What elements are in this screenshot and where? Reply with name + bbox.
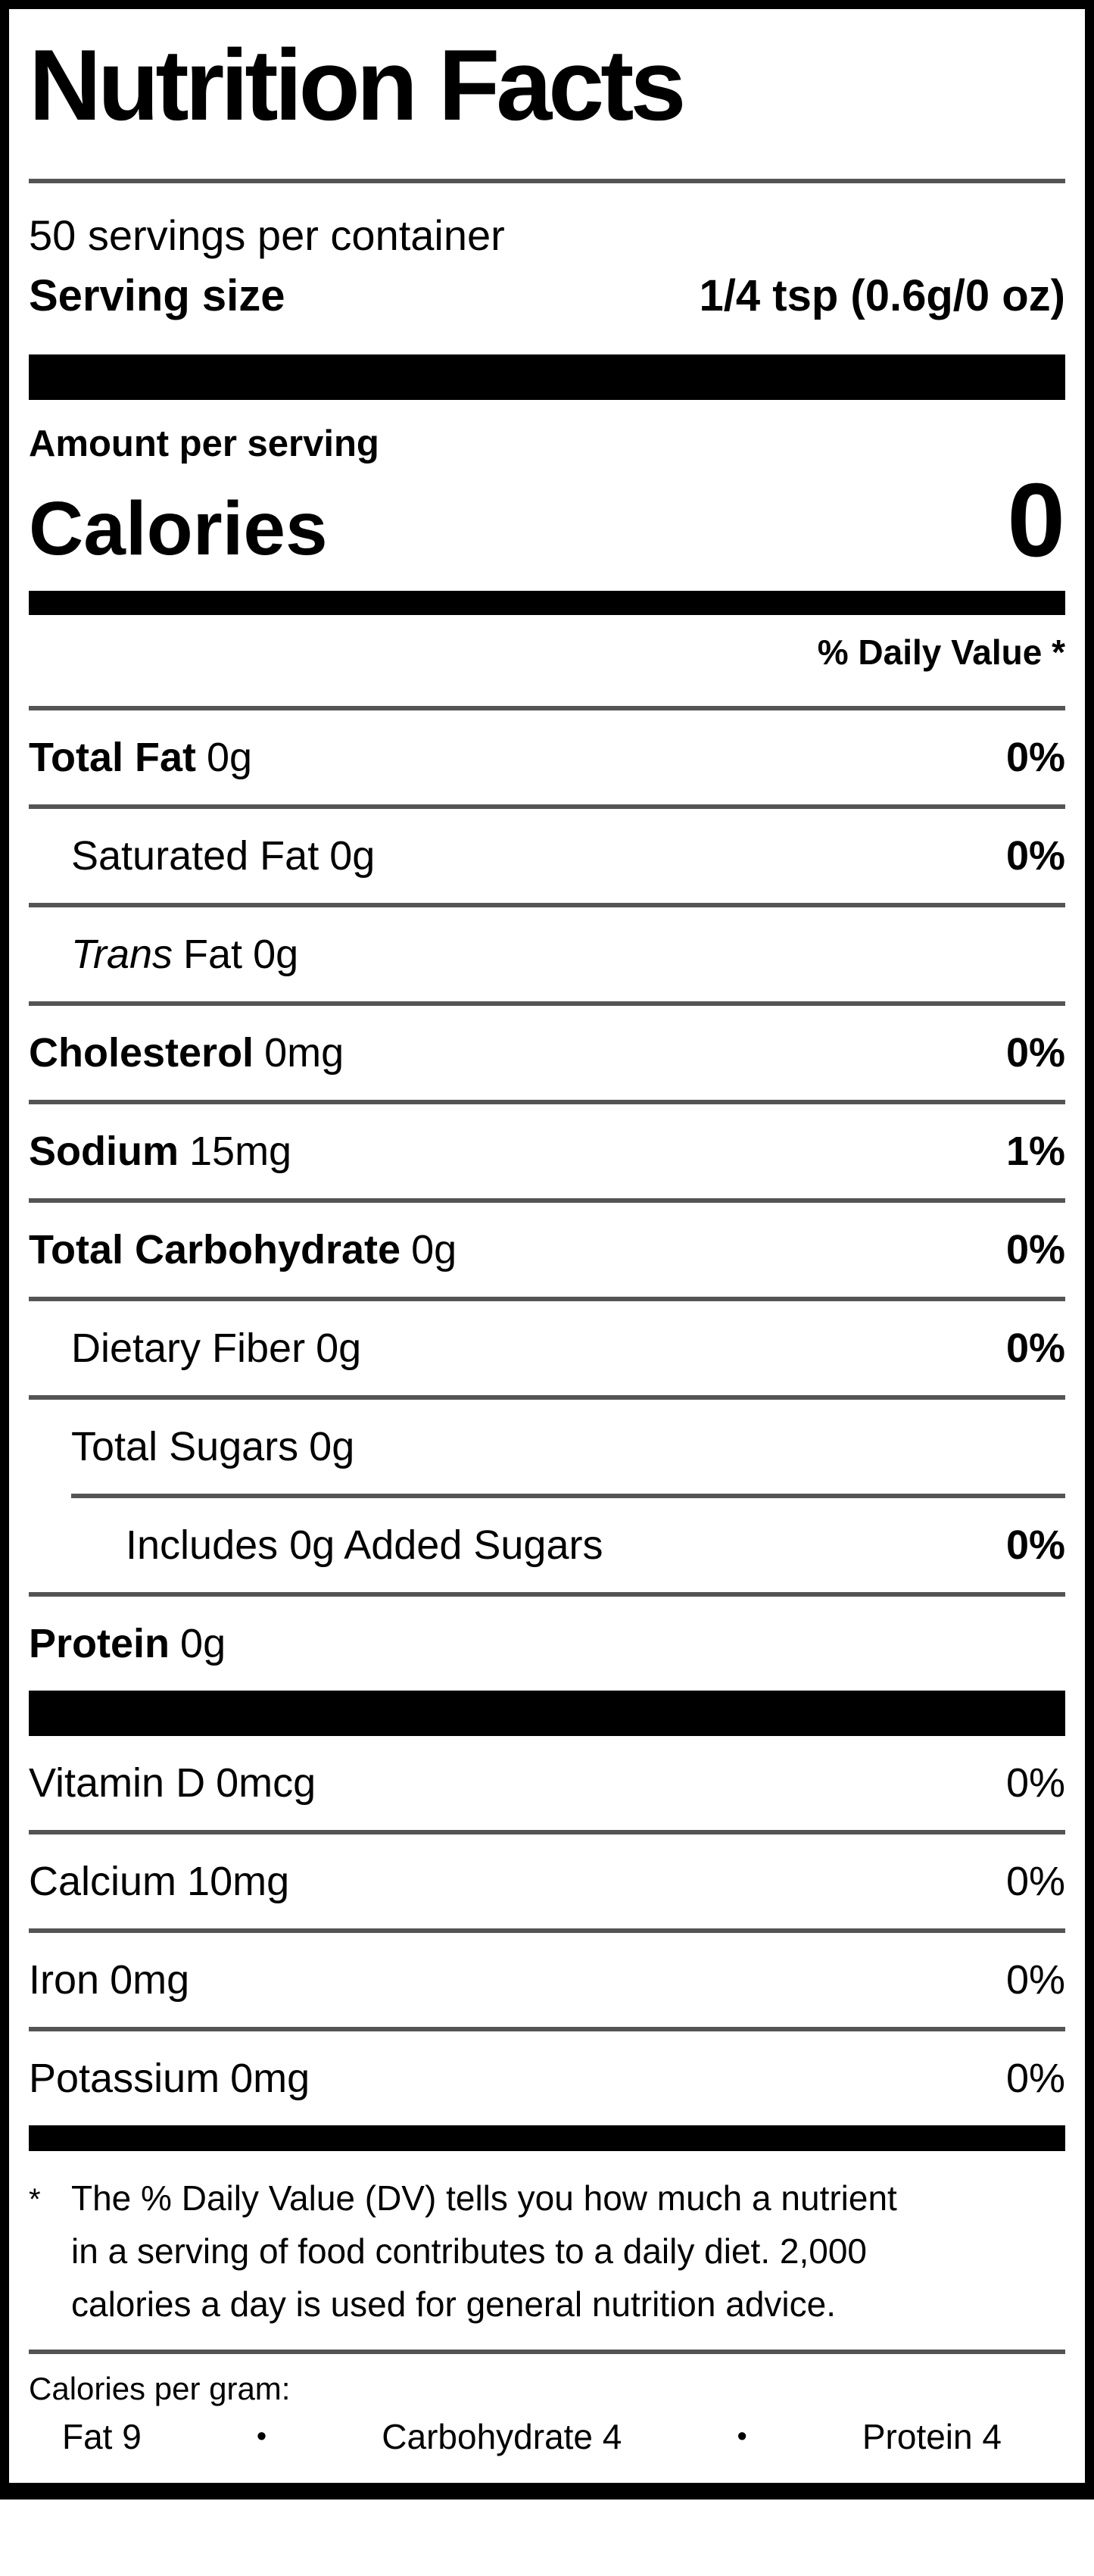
daily-value: 0% bbox=[1005, 1227, 1065, 1273]
thick-separator-bar bbox=[29, 354, 1065, 401]
divider bbox=[29, 179, 1065, 184]
nutrient-row-protein: Protein 0g bbox=[29, 1597, 1065, 1691]
divider bbox=[29, 804, 1065, 810]
nutrient-amount: 0mg bbox=[110, 1957, 190, 2003]
divider-indented bbox=[71, 1494, 1065, 1499]
nutrient-name: Total Carbohydrate bbox=[29, 1227, 401, 1273]
divider bbox=[29, 1297, 1065, 1302]
nutrient-row-dietary-fiber: Dietary Fiber 0g 0% bbox=[29, 1301, 1065, 1395]
nutrient-name: Total Sugars bbox=[71, 1424, 299, 1470]
nutrient-row-total-carbohydrate: Total Carbohydrate 0g 0% bbox=[29, 1203, 1065, 1297]
serving-size-value: 1/4 tsp (0.6g/0 oz) bbox=[699, 271, 1065, 321]
nutrient-amount: 10mg bbox=[187, 1859, 290, 1905]
daily-value: 0% bbox=[1005, 833, 1065, 879]
cpg-item-fat: Fat 9 bbox=[62, 2417, 142, 2457]
nutrient-amount: 0g bbox=[206, 735, 253, 781]
divider bbox=[29, 706, 1065, 711]
nutrient-name: Protein bbox=[29, 1621, 170, 1667]
calories-per-gram-values: Fat 9 • Carbohydrate 4 • Protein 4 bbox=[29, 2416, 1065, 2457]
nutrient-name: Iron bbox=[29, 1957, 100, 2003]
calories-per-gram-heading: Calories per gram: bbox=[29, 2371, 291, 2407]
daily-value: 0% bbox=[1005, 1030, 1065, 1076]
calories-value: 0 bbox=[1007, 462, 1065, 579]
amount-per-serving: Amount per serving bbox=[29, 423, 379, 465]
nutrient-row-total-sugars: Total Sugars 0g bbox=[29, 1400, 1065, 1494]
daily-value: 0% bbox=[1005, 1760, 1065, 1806]
thick-separator-bar bbox=[29, 1691, 1065, 1737]
nutrient-name: Cholesterol bbox=[29, 1030, 254, 1076]
nutrient-name: Dietary Fiber bbox=[71, 1325, 306, 1372]
daily-value: 0% bbox=[1005, 1957, 1065, 2003]
nutrient-name: Includes 0g Added Sugars bbox=[126, 1522, 603, 1569]
divider bbox=[29, 1395, 1065, 1400]
divider bbox=[29, 1592, 1065, 1597]
nutrient-amount: 0g bbox=[309, 1424, 355, 1470]
nutrient-amount: 0mg bbox=[230, 2056, 310, 2102]
nutrient-name: Total Fat bbox=[29, 735, 196, 781]
nutrient-name: Potassium bbox=[29, 2056, 220, 2102]
daily-value: 0% bbox=[1005, 2056, 1065, 2102]
nutrient-row-added-sugars: Includes 0g Added Sugars 0% bbox=[29, 1498, 1065, 1592]
daily-value: 1% bbox=[1005, 1129, 1065, 1175]
nutrient-row-calcium: Calcium 10mg 0% bbox=[29, 1834, 1065, 1928]
daily-value-footnote: * The % Daily Value (DV) tells you how m… bbox=[29, 2172, 1065, 2331]
nutrient-name: Vitamin D bbox=[29, 1760, 206, 1806]
daily-value: 0% bbox=[1005, 1859, 1065, 1905]
nutrient-row-sodium: Sodium 15mg 1% bbox=[29, 1104, 1065, 1198]
footnote-asterisk: * bbox=[29, 2183, 41, 2217]
daily-value: 0% bbox=[1005, 735, 1065, 781]
nutrient-row-saturated-fat: Saturated Fat 0g 0% bbox=[29, 809, 1065, 903]
serving-size-row: Serving size 1/4 tsp (0.6g/0 oz) bbox=[29, 270, 1065, 321]
calories-per-gram-section: Calories per gram: Fat 9 • Carbohydrate … bbox=[29, 2371, 1065, 2483]
calories-row: Calories 0 bbox=[29, 468, 1065, 573]
divider bbox=[29, 1001, 1065, 1007]
divider bbox=[29, 1100, 1065, 1105]
medium-separator-bar bbox=[29, 2125, 1065, 2152]
cpg-item-protein: Protein 4 bbox=[862, 2417, 1002, 2457]
daily-value: 0% bbox=[1005, 1325, 1065, 1372]
daily-value: 0% bbox=[1005, 1522, 1065, 1569]
nutrient-amount: 0g bbox=[411, 1227, 457, 1273]
footnote-text: The % Daily Value (DV) tells you how muc… bbox=[71, 2178, 897, 2325]
bullet-icon: • bbox=[737, 2420, 747, 2453]
nutrient-name: Fat bbox=[183, 932, 243, 978]
divider bbox=[29, 1928, 1065, 1934]
nutrient-amount: 0g bbox=[329, 833, 376, 879]
nutrient-row-vitamin-d: Vitamin D 0mcg 0% bbox=[29, 1736, 1065, 1830]
medium-separator-bar bbox=[29, 591, 1065, 616]
calories-label: Calories bbox=[29, 486, 328, 572]
nutrient-row-potassium: Potassium 0mg 0% bbox=[29, 2031, 1065, 2125]
label-title: Nutrition Facts bbox=[29, 30, 686, 142]
nutrient-row-total-fat: Total Fat 0g 0% bbox=[29, 710, 1065, 804]
nutrient-name-italic: Trans bbox=[71, 932, 173, 978]
nutrient-row-iron: Iron 0mg 0% bbox=[29, 1933, 1065, 2027]
nutrient-name: Calcium bbox=[29, 1859, 177, 1905]
bullet-icon: • bbox=[256, 2420, 267, 2453]
nutrient-amount: 0g bbox=[180, 1621, 226, 1667]
divider bbox=[29, 2350, 1065, 2355]
servings-per-container: 50 servings per container bbox=[29, 211, 505, 260]
divider bbox=[29, 2027, 1065, 2032]
serving-size-label: Serving size bbox=[29, 271, 285, 321]
nutrient-name: Saturated Fat bbox=[71, 833, 319, 879]
divider bbox=[29, 1198, 1065, 1204]
nutrient-row-cholesterol: Cholesterol 0mg 0% bbox=[29, 1006, 1065, 1100]
nutrient-amount: 0mg bbox=[264, 1030, 344, 1076]
divider bbox=[29, 903, 1065, 908]
nutrient-amount: 0g bbox=[253, 932, 299, 978]
divider bbox=[29, 1830, 1065, 1835]
nutrient-amount: 0g bbox=[316, 1325, 362, 1372]
nutrient-amount: 0mcg bbox=[216, 1760, 316, 1806]
nutrient-row-trans-fat: Trans Fat 0g bbox=[29, 907, 1065, 1001]
nutrient-name: Sodium bbox=[29, 1129, 179, 1175]
nutrient-amount: 15mg bbox=[189, 1129, 292, 1175]
daily-value-header: % Daily Value * bbox=[817, 632, 1065, 673]
cpg-item-carbohydrate: Carbohydrate 4 bbox=[382, 2417, 622, 2457]
nutrition-facts-label: Nutrition Facts 50 servings per containe… bbox=[0, 0, 1094, 2500]
